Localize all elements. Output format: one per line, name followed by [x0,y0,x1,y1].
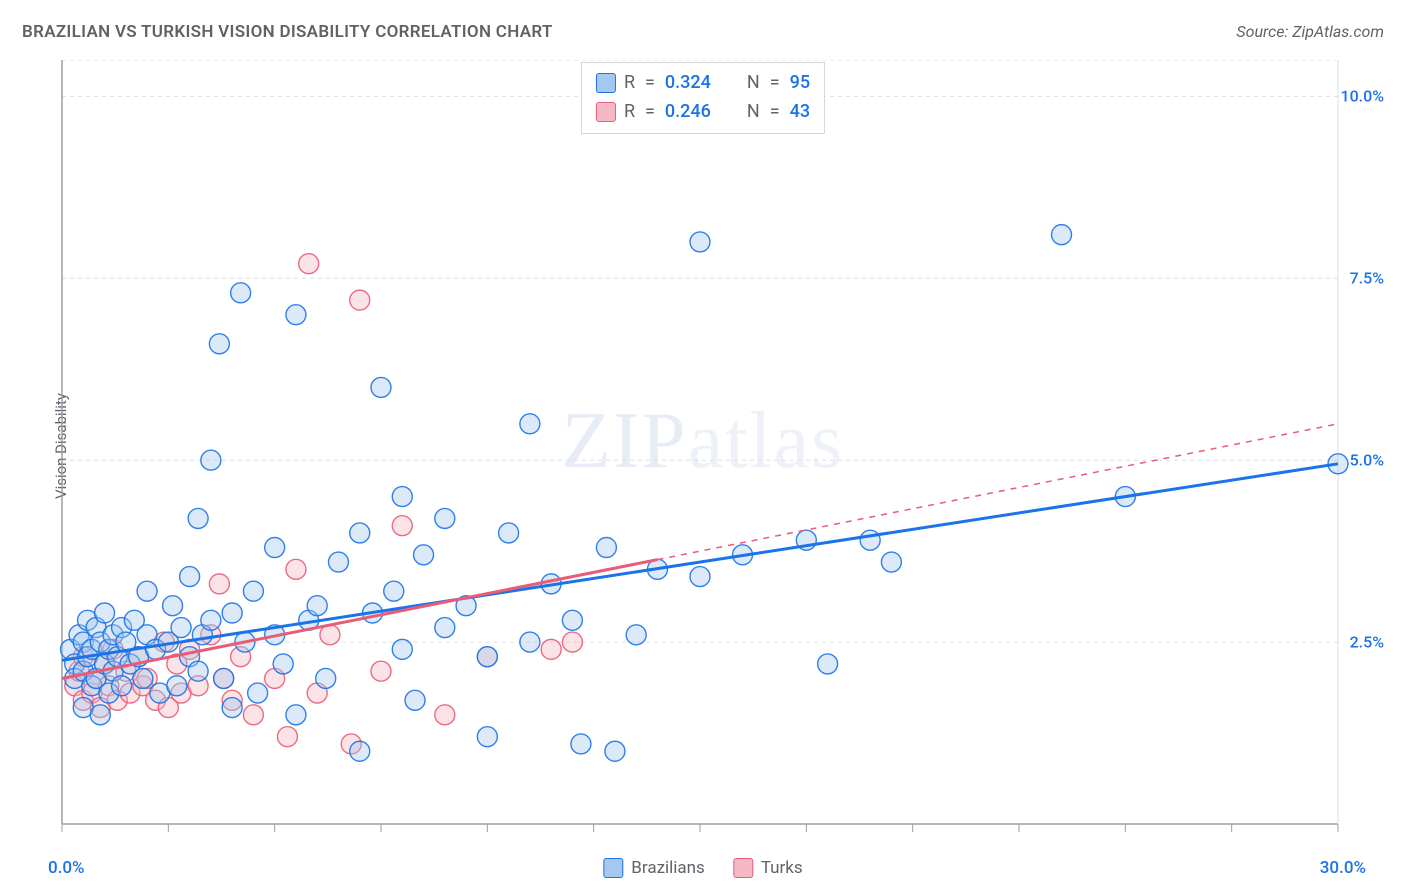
stats-row-brazilians: R = 0.324 N = 95 [596,69,810,98]
y-tick-label: 5.0% [1350,451,1384,470]
legend-item-turks: Turks [733,858,803,878]
stats-legend: R = 0.324 N = 95 R = 0.246 N = 43 [581,62,825,134]
y-tick-label: 2.5% [1350,633,1384,652]
swatch-brazilians-icon [596,73,616,93]
y-tick-label: 7.5% [1350,269,1384,288]
legend-label: Turks [761,858,803,878]
swatch-turks-icon [596,102,616,122]
x-axis-max: 30.0% [1320,858,1366,878]
chart-container: BRAZILIAN VS TURKISH VISION DISABILITY C… [0,0,1406,892]
swatch-turks-icon [733,858,753,878]
plot-svg [48,60,1368,860]
chart-title: BRAZILIAN VS TURKISH VISION DISABILITY C… [22,22,553,42]
stats-row-turks: R = 0.246 N = 43 [596,98,810,127]
x-axis-min: 0.0% [48,858,85,878]
source-label: Source: ZipAtlas.com [1236,22,1384,41]
swatch-brazilians-icon [603,858,623,878]
legend-item-brazilians: Brazilians [603,858,705,878]
y-tick-label: 10.0% [1340,87,1384,106]
legend-label: Brazilians [631,858,705,878]
bottom-legend: Brazilians Turks [603,858,802,878]
scatter-chart [48,60,1368,860]
